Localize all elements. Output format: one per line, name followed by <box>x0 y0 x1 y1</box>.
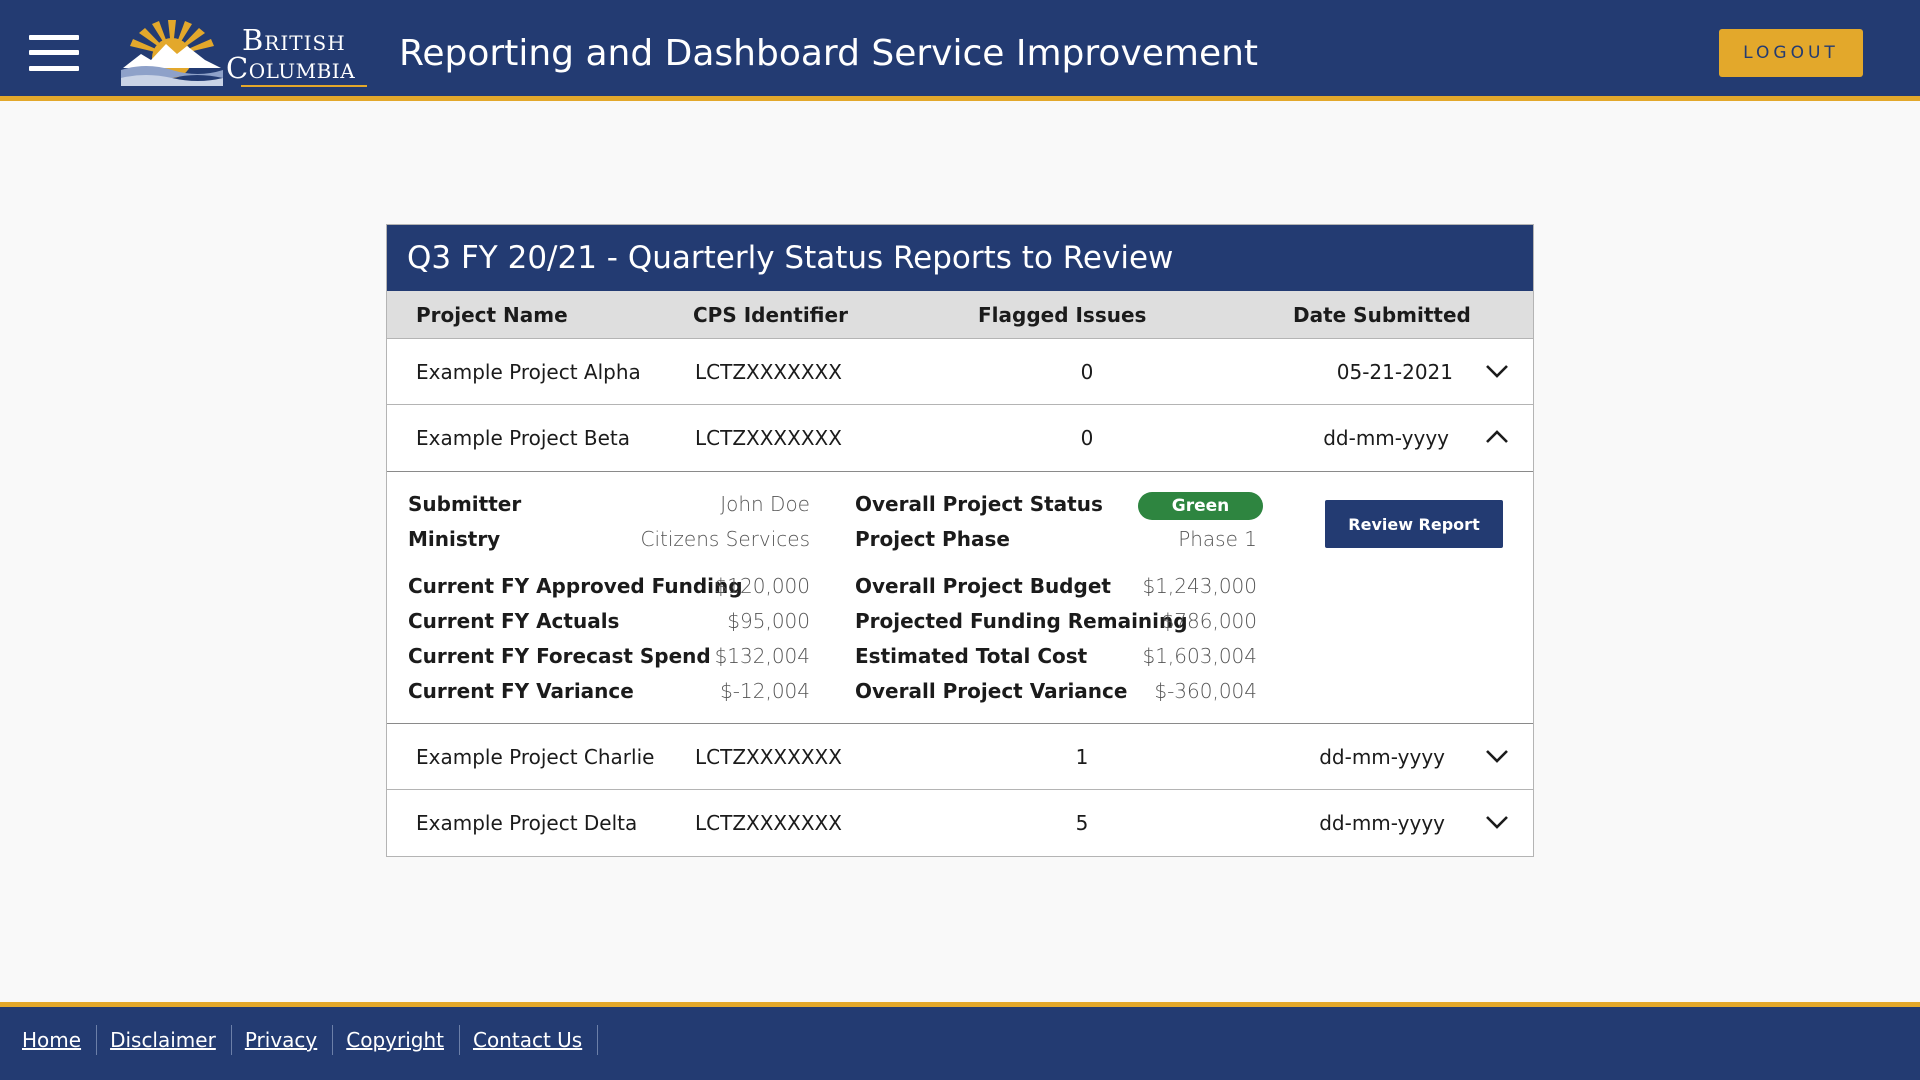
overall-status-label: Overall Project Status <box>855 492 1103 516</box>
table-row[interactable]: Example Project Beta LCTZXXXXXXX 0 dd-mm… <box>387 405 1533 471</box>
cps-identifier: LCTZXXXXXXX <box>695 811 842 835</box>
status-badge: Green <box>1138 492 1263 520</box>
project-phase-label: Project Phase <box>855 527 1010 551</box>
flagged-issues-count: 5 <box>1075 811 1089 835</box>
project-phase-value: Phase 1 <box>1178 527 1257 551</box>
overall-variance-value: $-360,004 <box>1154 679 1257 703</box>
chevron-up-icon[interactable] <box>1485 429 1509 445</box>
bc-government-logo[interactable]: British Columbia <box>121 16 371 88</box>
estimated-cost-label: Estimated Total Cost <box>855 644 1088 668</box>
project-name: Example Project Charlie <box>416 745 655 769</box>
flagged-issues-count: 1 <box>1075 745 1089 769</box>
ministry-value: Citizens Services <box>640 527 810 551</box>
cps-identifier: LCTZXXXXXXX <box>695 426 842 450</box>
footer-nav: Home Disclaimer Privacy Copyright Contac… <box>9 1025 599 1055</box>
reports-review-panel: Q3 FY 20/21 - Quarterly Status Reports t… <box>386 224 1534 857</box>
column-header-date-submitted: Date Submitted <box>1293 303 1471 327</box>
footer-link-privacy[interactable]: Privacy <box>232 1025 334 1055</box>
forecast-spend-label: Current FY Forecast Spend <box>408 644 711 668</box>
column-header-flagged-issues: Flagged Issues <box>978 303 1147 327</box>
table-header: Project Name CPS Identifier Flagged Issu… <box>387 291 1533 339</box>
date-submitted: 05-21-2021 <box>1336 360 1453 384</box>
logo-text-columbia: Columbia <box>226 51 356 85</box>
cps-identifier: LCTZXXXXXXX <box>695 745 842 769</box>
footer-link-disclaimer[interactable]: Disclaimer <box>97 1025 232 1055</box>
overall-variance-label: Overall Project Variance <box>855 679 1128 703</box>
logout-button[interactable]: LOGOUT <box>1719 29 1863 77</box>
flagged-issues-count: 0 <box>1080 426 1094 450</box>
funding-remaining-value: $786,000 <box>1161 609 1257 633</box>
chevron-down-icon[interactable] <box>1485 363 1509 379</box>
chevron-down-icon[interactable] <box>1485 814 1509 830</box>
table-row[interactable]: Example Project Alpha LCTZXXXXXXX 0 05-2… <box>387 339 1533 405</box>
cps-identifier: LCTZXXXXXXX <box>695 360 842 384</box>
estimated-cost-value: $1,603,004 <box>1142 644 1257 668</box>
project-name: Example Project Alpha <box>416 360 641 384</box>
funding-remaining-label: Projected Funding Remaining <box>855 609 1188 633</box>
app-title: Reporting and Dashboard Service Improvem… <box>399 33 1259 74</box>
overall-budget-label: Overall Project Budget <box>855 574 1111 598</box>
approved-funding-label: Current FY Approved Funding <box>408 574 743 598</box>
sun-mountain-icon <box>121 20 223 86</box>
logo-underline <box>241 85 367 87</box>
hamburger-menu-icon[interactable] <box>29 34 79 72</box>
ministry-label: Ministry <box>408 527 501 551</box>
column-header-project-name: Project Name <box>416 303 568 327</box>
project-name: Example Project Delta <box>416 811 638 835</box>
date-submitted: dd-mm-yyyy <box>1319 811 1445 835</box>
actuals-value: $95,000 <box>727 609 810 633</box>
flagged-issues-count: 0 <box>1080 360 1094 384</box>
footer-link-contact-us[interactable]: Contact Us <box>460 1025 599 1055</box>
actuals-label: Current FY Actuals <box>408 609 620 633</box>
fy-variance-label: Current FY Variance <box>408 679 634 703</box>
submitter-label: Submitter <box>408 492 522 516</box>
project-name: Example Project Beta <box>416 426 631 450</box>
table-row[interactable]: Example Project Delta LCTZXXXXXXX 5 dd-m… <box>387 790 1533 856</box>
fy-variance-value: $-12,004 <box>720 679 810 703</box>
panel-title: Q3 FY 20/21 - Quarterly Status Reports t… <box>387 225 1533 291</box>
date-submitted: dd-mm-yyyy <box>1323 426 1449 450</box>
overall-budget-value: $1,243,000 <box>1142 574 1257 598</box>
app-header: British Columbia Reporting and Dashboard… <box>0 0 1920 101</box>
review-report-button[interactable]: Review Report <box>1325 500 1503 548</box>
logo-text-british: British <box>242 23 346 57</box>
app-footer: Home Disclaimer Privacy Copyright Contac… <box>0 1002 1920 1080</box>
footer-link-copyright[interactable]: Copyright <box>333 1025 460 1055</box>
table-row[interactable]: Example Project Charlie LCTZXXXXXXX 1 dd… <box>387 724 1533 790</box>
date-submitted: dd-mm-yyyy <box>1319 745 1445 769</box>
column-header-cps-identifier: CPS Identifier <box>693 303 848 327</box>
submitter-value: John Doe <box>720 492 810 516</box>
approved-funding-value: $120,000 <box>714 574 810 598</box>
chevron-down-icon[interactable] <box>1485 748 1509 764</box>
forecast-spend-value: $132,004 <box>714 644 810 668</box>
footer-link-home[interactable]: Home <box>9 1025 98 1055</box>
project-detail-section: Submitter John Doe Ministry Citizens Ser… <box>387 471 1533 724</box>
